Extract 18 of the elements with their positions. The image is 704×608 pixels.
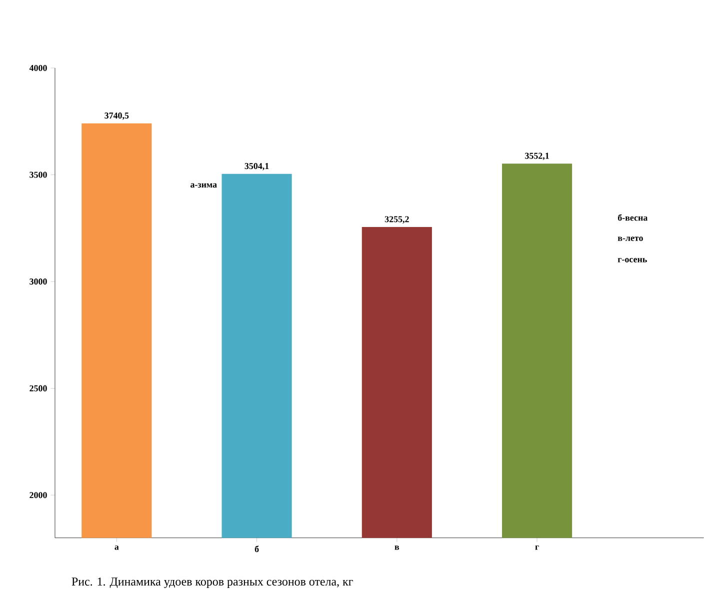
- x-tick-label: б: [254, 546, 259, 552]
- annotation: в-лето: [618, 236, 643, 242]
- annotation: г-осень: [618, 258, 647, 262]
- y-tick-label: 2000: [30, 492, 47, 498]
- y-tick-label: 3000: [30, 278, 47, 285]
- data-label: 3552,1: [525, 152, 549, 160]
- annotation: б-весна: [618, 214, 648, 221]
- y-tick-label: 3500: [30, 172, 47, 178]
- x-tick-label: г: [535, 546, 539, 550]
- data-label: 3740,5: [104, 112, 129, 120]
- x-tick-label: а: [114, 546, 119, 550]
- y-tick-label: 2500: [30, 385, 47, 392]
- annotation: а-зима: [190, 183, 217, 188]
- x-tick-label: в: [394, 546, 400, 550]
- text: Рис. 1. Динамика удоев коров разных сезонов отела, кг: [72, 578, 353, 588]
- y-tick-label: 4000: [29, 65, 47, 72]
- data-label: 3504,1: [244, 163, 269, 170]
- data-label: 3255,2: [384, 216, 409, 224]
